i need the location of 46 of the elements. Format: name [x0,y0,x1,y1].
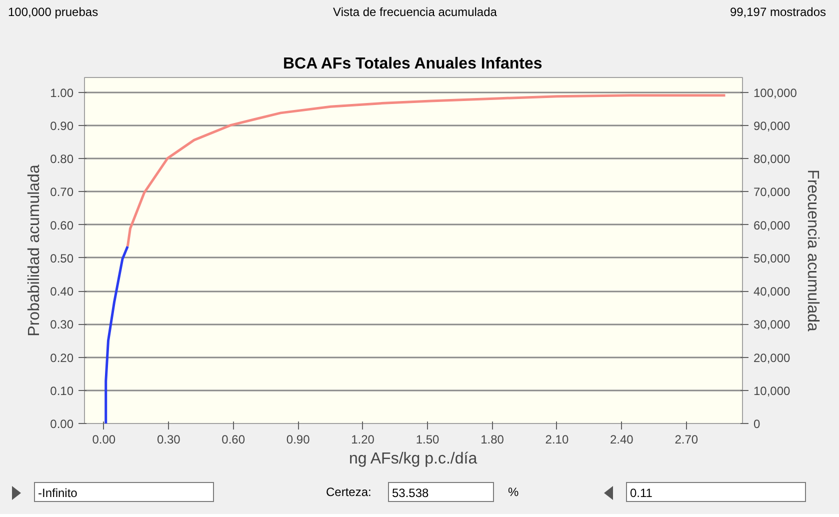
y2-tick-label: 40,000 [754,284,791,299]
y-tick-label: 0.10 [50,384,74,398]
y-tick-label: 0.60 [50,218,74,232]
text: 99,197 mostrados [730,4,826,21]
x-tick-label: 2.70 [674,432,698,446]
text: Certeza: [326,484,372,501]
x-tick-label: 1.20 [351,432,375,446]
x-tick-label: 1.80 [480,432,504,446]
y2-tick-label: 20,000 [754,350,791,365]
text: -Infinito [34,482,214,502]
x-tick-label: 2.10 [545,432,569,446]
y2-tick-label: 50,000 [754,251,791,266]
x-tick-label: 0.60 [222,432,246,446]
x-axis-title: ng AFs/kg p.c./día [349,450,478,468]
x-tick-label: 0.90 [286,432,310,446]
y-tick-label: 0.80 [50,152,74,166]
y2-tick-label: 30,000 [754,318,791,332]
y-tick-label: 0.90 [50,119,74,134]
text: 100,000 pruebas [8,4,98,21]
y2-tick-label: 70,000 [754,185,791,200]
line-series [104,245,129,424]
y2-tick-label: 90,000 [754,119,791,134]
y-tick-label: 0.70 [50,185,74,200]
y-tick-label: 0.40 [50,284,74,299]
y2-tick-label: 60,000 [754,218,791,232]
y-tick-label: 0.00 [50,417,74,431]
x-tick-label: 0.00 [92,432,116,446]
y2-axis-title: Frecuencia acumulada [804,170,821,332]
y2-tick-label: 0 [754,417,760,431]
x-tick-label: 1.50 [416,432,440,446]
y-axis-title: Probabilidad acumulada [26,164,44,336]
text: % [508,484,519,501]
x-tick-label: 0.30 [156,432,181,446]
chart-title: BCA AFs Totales Anuales Infantes [282,56,542,72]
text: Vista de frecuencia acumulada [333,4,497,21]
x-tick-label: 2.40 [610,432,634,446]
y2-tick-label: 80,000 [754,152,791,166]
y2-tick-label: 10,000 [754,384,791,398]
y-tick-label: 0.50 [50,251,74,266]
text: 0.11 [626,482,806,502]
y-tick-label: 1.00 [50,86,74,100]
line-series [126,94,726,248]
y2-tick-label: 100,000 [754,86,798,100]
y-tick-label: 0.30 [50,318,74,332]
y-tick-label: 0.20 [50,350,74,365]
text: 53.538 [388,482,494,502]
